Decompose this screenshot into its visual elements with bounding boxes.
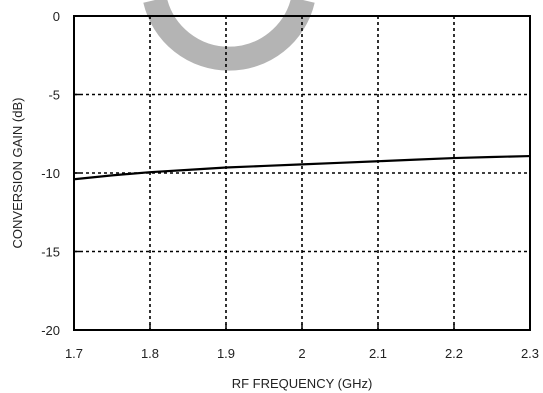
x-tick-label: 1.7 xyxy=(65,346,83,361)
y-tick-label: -10 xyxy=(41,166,60,181)
y-axis-label: CONVERSION GAIN (dB) xyxy=(10,98,25,249)
series-line xyxy=(73,154,531,181)
y-tick-label: -20 xyxy=(41,323,60,338)
y-tick-label: 0 xyxy=(53,9,60,24)
x-axis-label: RF FREQUENCY (GHz) xyxy=(232,376,373,391)
x-tick-label: 2.3 xyxy=(521,346,539,361)
y-tick-labels: 0 -5 -10 -15 -20 xyxy=(41,9,60,338)
x-tick-label: 1.9 xyxy=(217,346,235,361)
x-tick-label: 2 xyxy=(298,346,305,361)
x-tick-label: 1.8 xyxy=(141,346,159,361)
x-tick-labels: 1.7 1.8 1.9 2 2.1 2.2 2.3 xyxy=(65,346,539,361)
x-tick-label: 2.2 xyxy=(445,346,463,361)
y-tick-label: -5 xyxy=(48,88,60,103)
series-group xyxy=(73,154,531,181)
tick-marks xyxy=(73,15,531,331)
y-tick-label: -15 xyxy=(41,245,60,260)
watermark-ring-graphic xyxy=(143,0,315,71)
x-tick-label: 2.1 xyxy=(369,346,387,361)
